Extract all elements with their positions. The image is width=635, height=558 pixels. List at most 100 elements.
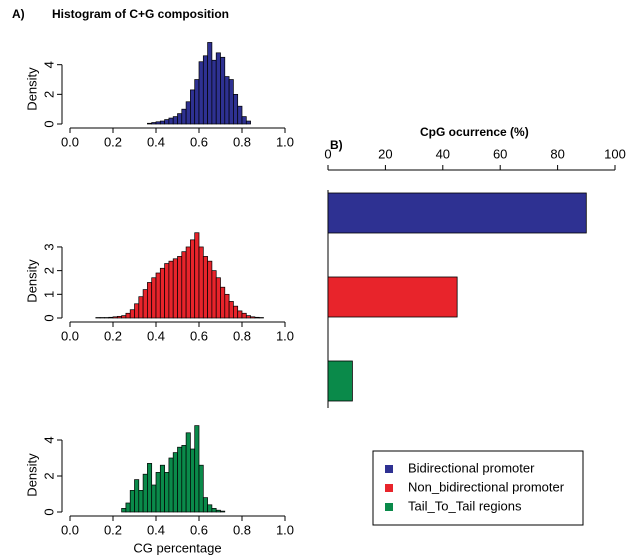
- y-tick-label: 0: [41, 508, 56, 515]
- histogram-bar: [185, 101, 191, 125]
- histogram-bar: [241, 116, 247, 125]
- histogram-bar: [138, 296, 144, 319]
- y-axis-label: Density: [24, 259, 39, 303]
- histogram-bar: [211, 59, 217, 125]
- x-tick-label: 100: [604, 146, 626, 161]
- histogram-bar: [177, 446, 183, 513]
- histogram-bar: [228, 79, 234, 125]
- histogram-bar: [172, 258, 178, 319]
- histogram-bar: [134, 479, 140, 513]
- histogram-bar: [168, 260, 174, 319]
- histogram-bar: [125, 312, 131, 319]
- histogram-bar: [151, 484, 157, 513]
- histogram-bar: [245, 120, 251, 125]
- histogram-bar: [108, 316, 114, 319]
- legend-box: [372, 450, 584, 526]
- x-tick-label: 0.2: [104, 134, 122, 149]
- histogram-bar: [250, 316, 256, 319]
- histogram-bar: [233, 305, 239, 319]
- histogram-bar: [112, 316, 118, 319]
- histogram-bar: [164, 263, 170, 319]
- histogram-bar: [220, 510, 226, 513]
- y-tick-label: 1: [41, 291, 56, 298]
- histogram-bar: [159, 120, 165, 125]
- bar: [327, 360, 353, 402]
- y-tick-label: 2: [41, 91, 56, 98]
- x-tick-label: 0.4: [147, 134, 165, 149]
- panel-label: A): [12, 7, 25, 21]
- histogram-bar: [164, 119, 170, 125]
- histogram-bar: [185, 432, 191, 513]
- x-tick-label: 0.2: [104, 328, 122, 343]
- histogram-bar: [233, 93, 239, 125]
- histogram-bar: [181, 108, 187, 125]
- y-tick-label: 4: [41, 61, 56, 68]
- chart-title: CpG ocurrence (%): [420, 125, 529, 139]
- histogram-bar: [190, 448, 196, 513]
- histogram-bar: [151, 122, 157, 125]
- histogram-bar: [190, 89, 196, 125]
- histogram-bar: [215, 277, 221, 319]
- legend-label: Bidirectional promoter: [408, 460, 535, 475]
- histogram-bar: [207, 260, 213, 319]
- panel-title: Histogram of C+G composition: [52, 7, 229, 21]
- x-tick-label: 40: [436, 146, 450, 161]
- x-tick-label: 1.0: [276, 522, 294, 537]
- x-tick-label: 0: [324, 146, 331, 161]
- histogram-bar: [129, 309, 135, 319]
- histogram-bar: [194, 425, 200, 513]
- histogram-bar: [254, 316, 260, 319]
- y-axis-label: Density: [24, 453, 39, 497]
- x-tick-label: 0.0: [61, 522, 79, 537]
- histogram-bar: [172, 116, 178, 125]
- x-tick-label: 0.8: [233, 522, 251, 537]
- x-tick-label: 0.6: [190, 522, 208, 537]
- y-tick-label: 0: [41, 120, 56, 127]
- histogram-bar: [168, 457, 174, 513]
- histogram-bar: [202, 497, 208, 513]
- histogram-bar: [224, 293, 230, 319]
- histogram-bar: [241, 312, 247, 319]
- histogram-bar: [202, 256, 208, 319]
- x-tick-label: 1.0: [276, 134, 294, 149]
- histogram-bar: [151, 277, 157, 319]
- x-tick-label: 0.0: [61, 134, 79, 149]
- histogram-bar: [245, 315, 251, 319]
- histogram-bar: [121, 315, 127, 319]
- histogram-bar: [220, 286, 226, 319]
- bar: [327, 192, 587, 234]
- x-tick-label: 0.4: [147, 328, 165, 343]
- x-tick-label: 0.6: [190, 134, 208, 149]
- histogram-bar: [121, 508, 127, 513]
- histogram-bar: [211, 270, 217, 319]
- histogram-bar: [116, 315, 122, 319]
- y-tick-label: 4: [41, 436, 56, 443]
- histogram-bar: [129, 490, 135, 513]
- y-tick-label: 0: [41, 314, 56, 321]
- histogram-bar: [172, 452, 178, 513]
- histogram-bar: [155, 121, 161, 125]
- x-tick-label: 0.4: [147, 522, 165, 537]
- histogram-bar: [202, 55, 208, 125]
- legend-label: Non_bidirectional promoter: [408, 479, 565, 494]
- x-axis-label: CG percentage: [133, 540, 221, 555]
- histogram-bar: [159, 464, 165, 513]
- histogram-bar: [207, 504, 213, 513]
- histogram-bar: [198, 464, 204, 513]
- histogram-bar: [237, 310, 243, 319]
- histogram-bar: [181, 251, 187, 319]
- histogram-bar: [237, 105, 243, 125]
- histogram-bar: [138, 490, 144, 513]
- histogram-bar: [155, 472, 161, 513]
- histogram-bar: [164, 472, 170, 513]
- histogram-bar: [147, 122, 153, 125]
- legend-label: Tail_To_Tail regions: [408, 498, 522, 513]
- x-tick-label: 0.8: [233, 134, 251, 149]
- histogram-bar: [220, 56, 226, 125]
- bar: [327, 276, 458, 318]
- y-axis-label: Density: [24, 67, 39, 111]
- histogram-bar: [142, 473, 148, 513]
- histogram-bar: [177, 113, 183, 125]
- histogram-bar: [211, 508, 217, 513]
